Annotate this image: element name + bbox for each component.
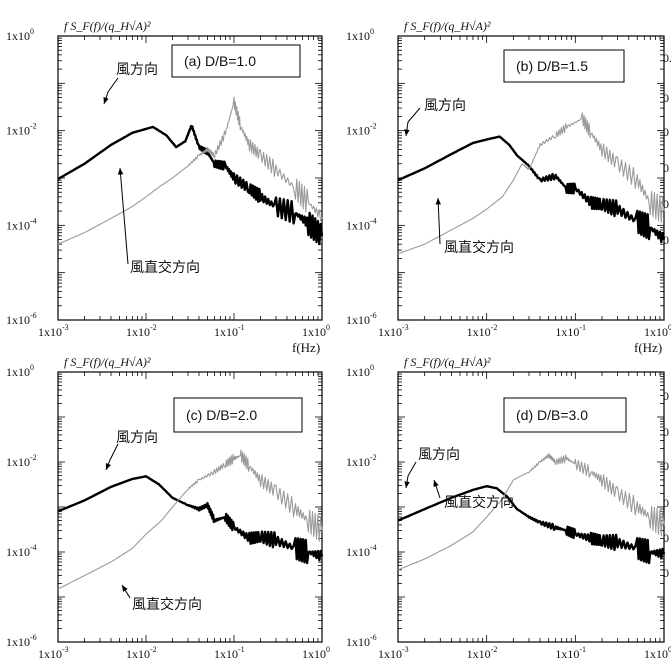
cropped-edge-label: 0 (663, 233, 669, 247)
annotation-along-wind: 風方向 (418, 447, 460, 463)
x-axis-label: f(Hz) (634, 340, 662, 355)
x-tick-label: 1x10-1 (555, 323, 586, 339)
annotation-across-wind: 風直交方向 (132, 596, 202, 613)
panel-label-box (503, 397, 627, 433)
y-tick-label: 1x10-6 (6, 633, 37, 649)
x-tick-label: 1x100 (302, 645, 330, 659)
cropped-edge-label: 0 (663, 566, 669, 580)
y-axis-label: f S_F(f)/(q_H√A)² (64, 19, 151, 33)
annotation-arrowhead (404, 481, 410, 488)
panel-label: (d) D/B=3.0 (516, 407, 588, 423)
annotation-across-wind: 風直交方向 (130, 259, 200, 276)
y-tick-label: 1x100 (346, 363, 374, 379)
annotation-leader-line (437, 197, 441, 245)
panel-label: (a) D/B=1.0 (184, 53, 256, 69)
y-tick-label: 1x10-6 (6, 311, 37, 327)
cropped-edge-label: 0 (663, 531, 669, 545)
y-axis-label: f S_F(f)/(q_H√A)² (64, 355, 151, 369)
cropped-edge-label: 0 (663, 389, 669, 403)
annotation-arrowhead (103, 97, 109, 104)
panel-label-box (503, 49, 625, 83)
x-tick-label: 1x10-1 (214, 323, 245, 339)
chart-panel-1: 1x10-3 1x10-2 1x10-1 1x100 1x10-6 1x10-4 1x10-… (6, 19, 330, 355)
panel-label-box (171, 44, 301, 78)
annotation-along-wind: 風方向 (424, 98, 466, 114)
cropped-edge-label: 0 (663, 91, 669, 105)
y-tick-label: 1x100 (346, 27, 374, 43)
y-tick-label: 1x10-2 (346, 122, 377, 138)
x-tick-label: 1x10-3 (38, 323, 69, 339)
chart-panel-4: 1x10-3 1x10-2 1x10-1 1x100 1x10-6 1x10-4 1x10-… (346, 355, 671, 659)
y-tick-label: 1x10-4 (6, 216, 37, 232)
annotation-arrowhead (435, 198, 442, 205)
panel-label: (c) D/B=2.0 (186, 407, 257, 423)
panel-label: (b) D/B=1.5 (516, 58, 588, 74)
cropped-edge-label: 0 (663, 161, 669, 175)
y-tick-label: 1x100 (6, 27, 34, 43)
x-tick-label: 1x10-1 (555, 645, 586, 659)
cropped-edge-label: 0 (663, 125, 669, 139)
series-line-across-wind (397, 452, 665, 571)
series-line-across-wind (57, 449, 323, 590)
annotation-across-wind: 風直交方向 (444, 239, 514, 256)
series-line-along-wind (57, 124, 324, 246)
y-tick-label: 1x10-2 (346, 453, 377, 469)
y-tick-label: 1x10-2 (6, 453, 37, 469)
series-line-along-wind (57, 475, 324, 565)
cropped-edge-label: 0 (663, 425, 669, 439)
annotation-arrowhead (117, 168, 124, 175)
x-tick-label: 1x10-2 (126, 323, 157, 339)
x-tick-label: 1x10-2 (467, 323, 498, 339)
x-tick-label: 1x100 (644, 323, 671, 339)
x-tick-label: 1x10-2 (126, 645, 157, 659)
cropped-edge-label: 0 (663, 197, 669, 211)
y-tick-label: 1x10-4 (346, 216, 377, 232)
x-tick-label: 1x100 (302, 323, 330, 339)
y-tick-label: 1x10-2 (6, 122, 37, 138)
series-line-across-wind (57, 96, 323, 245)
cropped-edge-label: 0 (663, 459, 669, 473)
x-tick-label: 1x10-3 (38, 645, 69, 659)
x-axis-label: f(Hz) (292, 340, 320, 355)
y-tick-label: 1x10-4 (346, 543, 377, 559)
panel-label-box (173, 397, 303, 433)
annotation-across-wind: 風直交方向 (444, 494, 514, 511)
chart-panel-2: 1x10-3 1x10-2 1x10-1 1x100 1x10-6 1x10-4 1x10-… (346, 19, 671, 355)
y-axis-label: f S_F(f)/(q_H√A)² (404, 19, 491, 33)
cropped-edge-label: 0 (663, 496, 669, 510)
x-tick-label: 1x100 (644, 645, 671, 659)
x-tick-label: 1x10-3 (378, 645, 409, 659)
cropped-edge-label: 0. (663, 51, 671, 65)
annotation-along-wind: 風方向 (116, 62, 158, 78)
y-tick-label: 1x100 (6, 363, 34, 379)
x-tick-label: 1x10-1 (214, 645, 245, 659)
series-line-along-wind (397, 135, 666, 244)
annotation-along-wind: 風方向 (116, 430, 158, 446)
annotation-leader-line (119, 167, 129, 265)
chart-panel-3: 1x10-3 1x10-2 1x10-1 1x100 1x10-6 1x10-4 1x10-… (6, 355, 330, 659)
annotation-arrowhead (433, 480, 439, 487)
annotation-arrowhead (122, 585, 128, 592)
series-line-along-wind (397, 485, 666, 565)
annotation-arrowhead (404, 129, 410, 136)
series-line-across-wind (397, 112, 665, 255)
x-tick-label: 1x10-2 (467, 645, 498, 659)
y-tick-label: 1x10-4 (6, 543, 37, 559)
y-tick-label: 1x10-6 (346, 633, 377, 649)
x-tick-label: 1x10-3 (378, 323, 409, 339)
y-tick-label: 1x10-6 (346, 311, 377, 327)
y-axis-label: f S_F(f)/(q_H√A)² (404, 355, 491, 369)
annotation-arrowhead (105, 463, 111, 470)
